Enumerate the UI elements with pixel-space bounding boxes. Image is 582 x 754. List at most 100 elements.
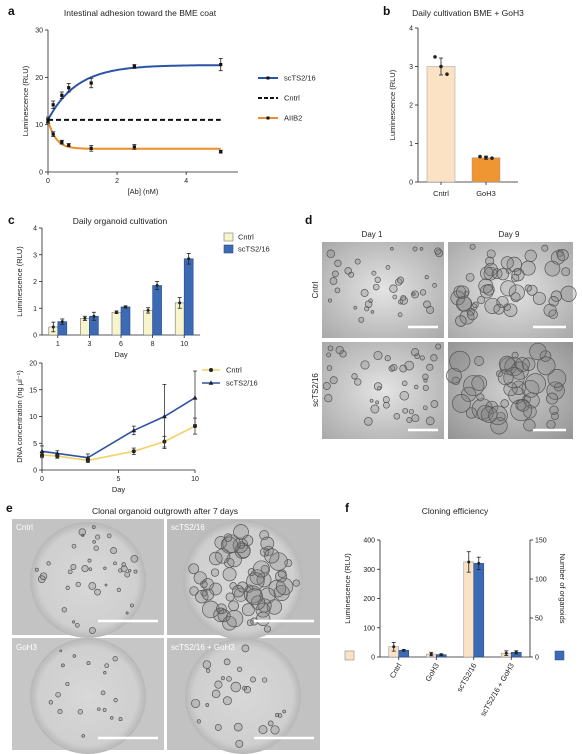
organoid: [496, 411, 506, 422]
bar-Cntrl-day6: [111, 311, 122, 336]
legend-label: scTS2/16: [238, 245, 270, 254]
organoid: [408, 408, 415, 415]
organoid: [217, 609, 231, 623]
replicate-point: [445, 72, 449, 76]
organoid: [222, 696, 232, 706]
organoid: [322, 382, 331, 390]
organoid: [324, 394, 333, 403]
organoid: [118, 717, 123, 722]
organoid: [497, 369, 514, 386]
organoid: [34, 567, 39, 572]
organoid: [109, 716, 114, 720]
organoid: [401, 380, 408, 387]
replicate-point: [187, 257, 191, 261]
bar-GoH3: [471, 157, 501, 183]
organoid: [94, 588, 101, 596]
data-point: [132, 145, 136, 149]
organoid: [472, 301, 479, 309]
organoid: [388, 365, 396, 372]
organoid: [469, 243, 476, 250]
organoid: [97, 707, 101, 711]
organoid: [129, 603, 134, 608]
organoid: [382, 396, 390, 404]
organoid: [223, 533, 233, 542]
x-tick-label: 5: [117, 476, 121, 483]
organoid: [87, 558, 92, 563]
replicate-point: [115, 310, 118, 314]
data-point: [89, 81, 93, 85]
organoid: [396, 276, 405, 284]
organoid: [488, 405, 508, 426]
organoid: [255, 602, 271, 618]
chart-f-cloning: Cloning efficiency 0 100 200 300 400 0 50 100 150…: [343, 506, 567, 718]
organoid: [233, 722, 243, 732]
organoid: [70, 564, 77, 570]
d-col-day9: Day 9: [499, 230, 520, 239]
organoid: [426, 306, 435, 314]
organoid: [556, 249, 564, 257]
organoid: [210, 568, 220, 577]
y-tick-label: 5: [33, 441, 37, 448]
replicate-point: [429, 652, 433, 656]
organoid: [133, 569, 138, 574]
y-tick-label: 2: [409, 103, 413, 110]
organoid: [55, 691, 61, 698]
organoid: [39, 572, 48, 580]
legend-label: AIIB2: [284, 114, 302, 123]
organoid: [113, 561, 117, 566]
organoid: [385, 265, 391, 270]
organoid: [326, 365, 333, 371]
d-col-day1: Day 1: [362, 230, 383, 239]
e-organoid-blobs: [34, 524, 300, 748]
organoid: [485, 256, 495, 266]
y-axis-label: DNA concentration (ng µl⁻¹): [15, 370, 24, 463]
organoid: [402, 407, 409, 414]
organoid: [364, 306, 370, 312]
organoid: [246, 619, 254, 627]
organoid: [223, 658, 231, 666]
organoid: [354, 378, 362, 386]
organoid: [209, 551, 223, 566]
d-image-cntrl-day1: [322, 242, 444, 338]
organoid: [104, 583, 108, 587]
organoid: [424, 275, 429, 280]
x-tick-label: 6: [119, 341, 123, 348]
organoid: [547, 369, 567, 388]
y-tick-label: 0: [39, 170, 43, 177]
d-row-cntrl: Cntrl: [311, 281, 320, 298]
x-tick-label: 10: [180, 341, 188, 348]
organoid: [205, 703, 210, 707]
data-point: [67, 143, 71, 147]
x-tick-label: GoH3: [476, 189, 496, 198]
organoid: [459, 309, 475, 325]
organoid: [116, 587, 122, 593]
organoid: [363, 417, 373, 426]
data-point: [51, 132, 55, 136]
organoid: [102, 707, 107, 712]
x-tick-label: Cntrl: [388, 661, 404, 680]
organoid: [202, 588, 215, 601]
organoid: [471, 375, 488, 391]
organoid: [412, 246, 418, 252]
organoid: [46, 561, 51, 566]
x-tick-label: 2: [115, 178, 119, 185]
replicate-point: [146, 308, 150, 312]
chart-a-adhesion: Intestinal adhesion toward the BME coat 0…: [21, 8, 316, 196]
organoid: [206, 668, 211, 673]
organoid: [435, 343, 442, 350]
y-tick-label: 10: [29, 414, 37, 421]
chart-c-dna: 0 5 10 15 20 0 5 10 Day DNA concentration (ng µl⁻…: [15, 361, 258, 495]
organoid: [220, 536, 238, 554]
organoid: [452, 394, 471, 413]
organoid: [390, 247, 394, 251]
organoid: [383, 401, 390, 409]
organoid: [75, 581, 81, 588]
panel-label-c: c: [8, 213, 15, 227]
organoid: [326, 352, 332, 358]
legend-marker: [209, 368, 213, 372]
organoid: [59, 649, 63, 653]
organoid: [373, 350, 383, 361]
organoid: [523, 419, 536, 432]
organoid: [81, 734, 85, 738]
organoid: [546, 419, 556, 430]
